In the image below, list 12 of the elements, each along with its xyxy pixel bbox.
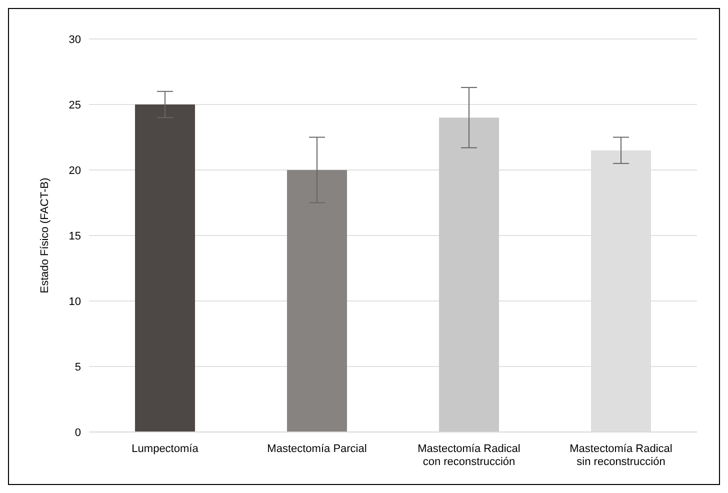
y-tick-label: 20: [68, 164, 81, 177]
y-tick-label: 30: [68, 34, 81, 46]
y-tick-label: 5: [74, 361, 81, 374]
y-tick-label: 15: [68, 230, 81, 242]
y-tick-label: 10: [68, 296, 81, 308]
y-tick-label: 0: [74, 426, 81, 439]
y-tick-label: 25: [68, 99, 81, 112]
x-tick-label: Mastectomía Radical con reconstrucción: [418, 443, 520, 468]
x-tick-label: Mastectomía Radical sin reconstrucción: [570, 443, 672, 468]
y-axis-title: Estado Físico (FACT-B): [38, 178, 51, 294]
x-tick-label: Lumpectomía: [132, 443, 200, 455]
x-tick-label: Mastectomía Parcial: [267, 443, 367, 455]
